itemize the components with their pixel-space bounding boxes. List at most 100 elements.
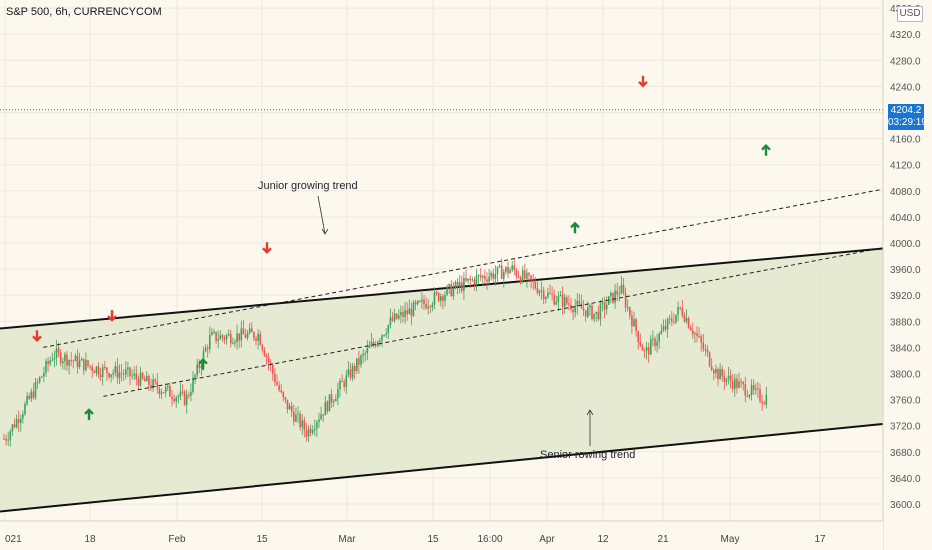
candle-body <box>566 297 568 304</box>
candle-body <box>626 307 629 309</box>
candle-body <box>395 313 398 319</box>
candle-body <box>173 398 175 402</box>
currency-button[interactable]: USD <box>897 6 923 22</box>
candle-body <box>671 318 673 322</box>
candle-body <box>425 304 427 309</box>
candle-body <box>587 307 589 317</box>
candle-body <box>421 299 423 302</box>
candle-body <box>370 342 373 347</box>
candle-body <box>742 382 744 385</box>
candle-body <box>377 341 379 346</box>
candle-body <box>526 272 528 279</box>
candle-body <box>215 331 217 341</box>
candle-body <box>473 279 476 285</box>
candle-body <box>710 366 713 371</box>
candle-body <box>284 397 287 400</box>
candle-body <box>494 274 497 279</box>
candle-body <box>519 277 522 283</box>
candle-body <box>17 419 20 423</box>
candle-body <box>704 349 707 351</box>
candle-body <box>372 342 375 344</box>
candle-body <box>160 392 163 395</box>
candle-body <box>629 307 631 316</box>
candle-body <box>137 378 140 386</box>
buy-arrow-icon <box>198 358 208 370</box>
candle-body <box>713 370 715 374</box>
candle-body <box>57 348 60 353</box>
candle-body <box>242 328 245 335</box>
candle-body <box>660 330 663 334</box>
candle-body <box>259 333 261 345</box>
candle-body <box>738 381 740 388</box>
candle-body <box>335 398 337 402</box>
candle-body <box>120 372 123 374</box>
candle-body <box>99 374 102 377</box>
candle-body <box>689 327 692 331</box>
symbol-header: S&P 500, 6h, CURRENCYCOM <box>6 6 162 18</box>
candle-body <box>122 373 125 375</box>
y-tick-label: 3640.0 <box>890 474 921 485</box>
candle-body <box>622 284 625 294</box>
x-tick-label: Feb <box>168 534 186 545</box>
candle-body <box>498 265 501 267</box>
candle-body <box>679 307 681 309</box>
candle-body <box>303 420 306 431</box>
candle-body <box>263 349 266 356</box>
candle-body <box>127 367 129 370</box>
candle-body <box>458 282 461 287</box>
candle-body <box>261 344 264 350</box>
candle-body <box>20 418 22 423</box>
candle-body <box>116 366 119 378</box>
candle-body <box>232 343 234 345</box>
candle-body <box>150 385 152 389</box>
candle-body <box>55 348 58 358</box>
candle-body <box>551 293 553 295</box>
candle-body <box>492 272 495 279</box>
candle-body <box>5 438 7 441</box>
candle-body <box>568 303 570 305</box>
candle-body <box>763 403 765 405</box>
candle-body <box>580 303 583 309</box>
candle-body <box>618 293 621 295</box>
candle-body <box>717 368 719 380</box>
candle-body <box>221 335 224 338</box>
candle-body <box>391 317 394 321</box>
buy-arrow-icon-head <box>84 408 94 415</box>
candle-body <box>112 372 114 375</box>
x-tick-label: 16:00 <box>477 534 502 545</box>
candle-body <box>85 360 87 371</box>
candle-body <box>423 299 425 305</box>
candle-body <box>108 372 110 378</box>
candle-body <box>248 328 251 334</box>
candle-body <box>351 365 354 378</box>
candle-body <box>171 396 173 399</box>
candle-body <box>486 279 488 282</box>
candle-body <box>719 368 721 380</box>
candle-body <box>601 302 604 304</box>
candle-body <box>517 276 520 278</box>
time-axis-bg <box>0 521 883 550</box>
candle-body <box>664 326 667 330</box>
candle-body <box>190 392 192 396</box>
candle-body <box>200 365 203 368</box>
candle-body <box>188 394 190 396</box>
candle-body <box>38 377 41 383</box>
candle-body <box>471 279 474 281</box>
candle-body <box>698 335 700 337</box>
candle-body <box>110 374 112 378</box>
y-tick-label: 4160.0 <box>890 135 921 146</box>
candle-body <box>402 311 404 318</box>
candle-body <box>322 414 324 416</box>
candle-body <box>608 296 610 305</box>
candle-body <box>540 290 543 292</box>
y-tick-label: 4280.0 <box>890 56 921 67</box>
bar-countdown: 03:29:19 <box>888 117 927 128</box>
candle-body <box>192 377 194 393</box>
candle-body <box>251 328 253 333</box>
candle-body <box>272 364 274 374</box>
candle-body <box>389 317 392 325</box>
candle-body <box>234 341 236 344</box>
candle-body <box>49 360 51 364</box>
candle-body <box>353 365 356 372</box>
